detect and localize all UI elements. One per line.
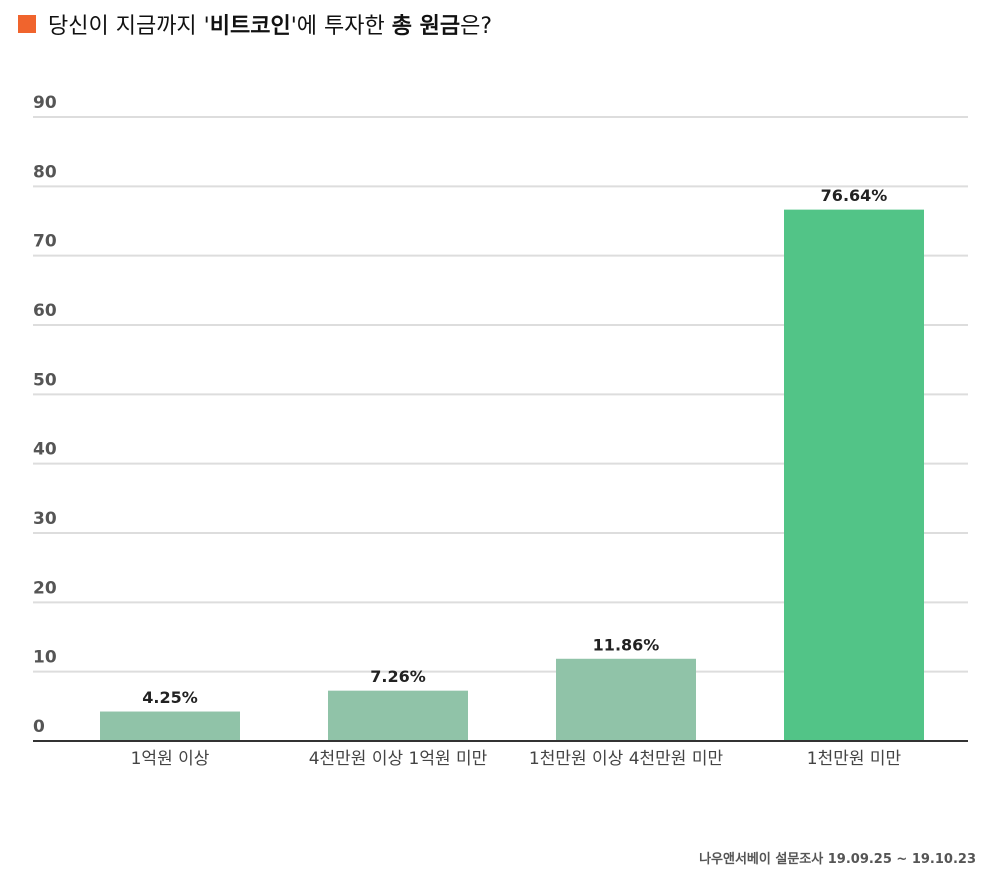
value-label: 11.86% [593, 635, 660, 654]
y-tick-label: 60 [33, 301, 57, 321]
y-tick-label: 10 [33, 648, 57, 668]
chart-title: 당신이 지금까지 ' 비트코인 '에 투자한 총 원금 은? [18, 8, 492, 40]
x-tick-label: 1천만원 이상 4천만원 미만 [528, 749, 724, 769]
x-tick-label: 1천만원 미만 [806, 749, 902, 769]
source-note: 나우앤서베이 설문조사 19.09.25 ~ 19.10.23 [699, 852, 976, 867]
x-tick-label: 4천만원 이상 1억원 미만 [308, 749, 488, 769]
y-tick-label: 20 [33, 578, 57, 598]
y-tick-label: 0 [33, 717, 45, 737]
bar [784, 209, 924, 741]
y-tick-label: 80 [33, 162, 57, 182]
y-tick-label: 70 [33, 232, 57, 252]
title-part: 총 원금 [391, 14, 461, 39]
y-tick-label: 30 [33, 509, 57, 529]
value-label: 4.25% [142, 688, 198, 707]
value-label: 7.26% [370, 667, 426, 686]
y-tick-label: 90 [33, 93, 57, 113]
y-tick-label: 40 [33, 440, 57, 460]
y-tick-label: 50 [33, 370, 57, 390]
bar [100, 711, 240, 741]
bar [328, 690, 468, 741]
value-label: 76.64% [821, 186, 888, 205]
title-part: 비트코인 [209, 14, 291, 39]
title-part: 당신이 지금까지 ' [48, 14, 210, 39]
title-part: 은? [460, 14, 492, 39]
title-part: '에 투자한 [290, 14, 392, 39]
title-marker [18, 15, 36, 33]
x-tick-label: 1억원 이상 [130, 749, 210, 769]
bar [556, 658, 696, 741]
